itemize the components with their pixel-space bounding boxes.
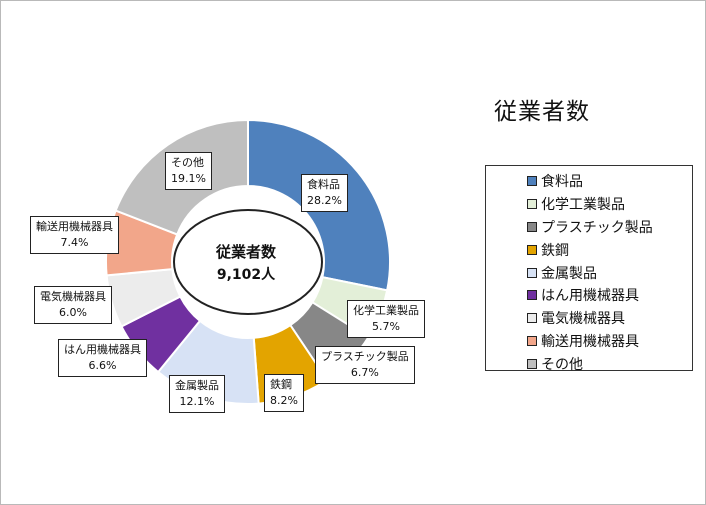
center-value: 9,102人 xyxy=(216,267,276,283)
slice-label-percent: 28.2% xyxy=(307,194,342,207)
legend-label: はん用機械器具 xyxy=(541,288,639,305)
slice-label-percent: 6.7% xyxy=(350,366,379,379)
legend-swatch xyxy=(527,244,537,255)
legend-swatch xyxy=(527,335,537,346)
legend-item-3: プラスチック製品 xyxy=(527,216,692,239)
slice-label-3: プラスチック製品 6.7% xyxy=(315,346,415,384)
chart-title: 従業者数 xyxy=(494,99,590,125)
slice-label-2: 化学工業製品 5.7% xyxy=(347,300,425,338)
legend-swatch xyxy=(527,358,537,369)
legend-swatch xyxy=(527,199,537,210)
legend-label: 電気機械器具 xyxy=(541,311,625,328)
legend-item-4: 鉄鋼 xyxy=(527,238,692,261)
slice-label-name: 食料品 xyxy=(307,178,340,191)
slice-label-percent: 19.1% xyxy=(171,172,206,185)
center-title: 従業者数 xyxy=(215,243,276,261)
legend-item-1: 食料品 xyxy=(527,170,692,193)
legend-item-2: 化学工業製品 xyxy=(527,193,692,216)
slice-label-name: 輸送用機械器具 xyxy=(36,220,113,233)
slice-label-9: その他 19.1% xyxy=(165,152,212,190)
legend-swatch xyxy=(527,267,537,278)
slice-label-8: 輸送用機械器具 7.4% xyxy=(30,216,119,254)
slice-label-percent: 5.7% xyxy=(372,320,400,333)
legend: 食料品化学工業製品プラスチック製品 鉄鋼金属製品はん用機械器具 電気機械器具 輸送用機… xyxy=(485,165,693,373)
legend-label: 鉄鋼 xyxy=(541,242,569,259)
slice-label-name: その他 xyxy=(171,156,204,169)
slice-label-name: 電気機械器具 xyxy=(40,290,106,303)
slice-label-percent: 7.4% xyxy=(60,236,89,249)
legend-label: 化学工業製品 xyxy=(541,197,625,214)
legend-swatch xyxy=(527,290,537,301)
slice-label-name: プラスチック製品 xyxy=(321,350,409,363)
slice-label-percent: 6.0% xyxy=(59,306,87,319)
legend-item-5: 金属製品 xyxy=(527,261,692,284)
legend-swatch xyxy=(527,176,537,187)
legend-label: 食料品 xyxy=(541,174,583,191)
legend-label: その他 xyxy=(541,356,583,373)
slice-label-1: 食料品 28.2% xyxy=(301,174,348,212)
slice-label-name: 化学工業製品 xyxy=(353,304,419,317)
slice-label-name: はん用機械器具 xyxy=(64,343,141,356)
slice-label-name: 鉄鋼 xyxy=(270,378,292,391)
slice-label-4: 鉄鋼 8.2% xyxy=(264,374,304,412)
legend-item-8: 輸送用機械器具 xyxy=(527,330,692,353)
slice-label-percent: 8.2% xyxy=(270,394,298,407)
legend-label: 金属製品 xyxy=(541,265,597,282)
legend-label: プラスチック製品 xyxy=(541,219,653,236)
donut-center xyxy=(173,209,323,315)
legend-swatch xyxy=(527,313,537,324)
legend-label: 輸送用機械器具 xyxy=(541,333,639,350)
legend-item-7: 電気機械器具 xyxy=(527,307,692,330)
slice-label-percent: 6.6% xyxy=(88,359,117,372)
slice-label-percent: 12.1% xyxy=(179,395,215,408)
slice-label-6: はん用機械器具 6.6% xyxy=(58,339,147,377)
slice-label-5: 金属製品 12.1% xyxy=(169,375,225,413)
slice-label-name: 金属製品 xyxy=(175,379,219,392)
legend-item-9: その他 xyxy=(527,352,692,375)
slice-label-7: 電気機械器具 6.0% xyxy=(34,286,112,324)
legend-swatch xyxy=(527,221,537,232)
legend-item-6: はん用機械器具 xyxy=(527,284,692,307)
